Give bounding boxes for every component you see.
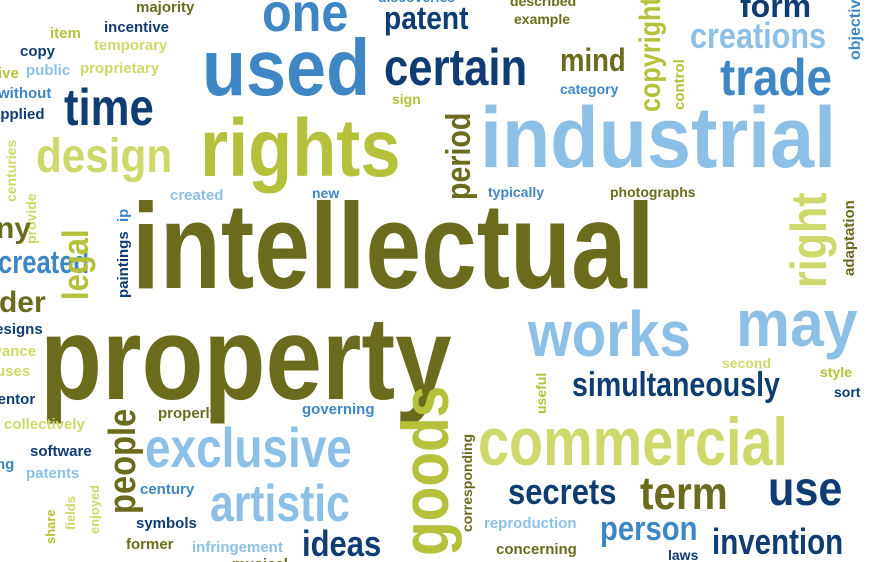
word-copy: copy bbox=[20, 43, 56, 60]
word-trade: trade bbox=[720, 49, 832, 107]
word-patent: patent bbox=[384, 0, 469, 36]
word-use: use bbox=[768, 463, 843, 516]
word-created: created bbox=[170, 187, 224, 204]
word-sign: sign bbox=[392, 91, 421, 107]
word-creations: creations bbox=[690, 15, 827, 56]
word-ny: ny bbox=[0, 212, 32, 245]
word-properly: properly bbox=[158, 405, 219, 422]
word-intellectual: intellectual bbox=[132, 178, 655, 314]
word-incentive: incentive bbox=[104, 19, 170, 36]
word-category: category bbox=[560, 81, 619, 97]
word-secrets: secrets bbox=[508, 471, 617, 512]
word-photographs: photographs bbox=[610, 184, 696, 200]
word-used: used bbox=[202, 23, 371, 112]
word-second: second bbox=[722, 355, 772, 371]
word-legal: legal bbox=[55, 229, 96, 300]
word-corresponding: corresponding bbox=[459, 433, 475, 532]
word-design: design bbox=[36, 130, 173, 183]
word-period: period bbox=[440, 112, 478, 200]
word-typically: typically bbox=[488, 184, 545, 200]
word-designs: designs bbox=[0, 321, 43, 338]
word-applied: applied bbox=[0, 106, 45, 123]
word-infringement: infringement bbox=[192, 539, 283, 556]
word-sort: sort bbox=[834, 384, 861, 400]
word-mind: mind bbox=[560, 42, 626, 78]
word-paintings: paintings bbox=[115, 231, 132, 298]
word-adaptation: adaptation bbox=[841, 200, 858, 276]
word-objective: objective bbox=[847, 0, 864, 60]
word-industrial: industrial bbox=[480, 90, 837, 186]
word-ng: ng bbox=[0, 456, 15, 473]
word-governing: governing bbox=[302, 401, 375, 418]
word-certain: certain bbox=[384, 39, 528, 97]
word-fields: fields bbox=[63, 496, 78, 530]
word-one: one bbox=[262, 0, 349, 43]
word-ip: ip bbox=[115, 208, 132, 222]
word-example: example bbox=[514, 11, 571, 27]
word-without: without bbox=[0, 85, 52, 102]
word-person: person bbox=[600, 510, 698, 548]
word-proprietary: proprietary bbox=[80, 60, 160, 77]
word-goods: goods bbox=[388, 385, 462, 556]
word-form: form bbox=[740, 0, 812, 24]
word-new: new bbox=[312, 185, 340, 201]
word-described: described bbox=[510, 0, 577, 9]
word-former: former bbox=[126, 536, 174, 553]
word-public: public bbox=[26, 62, 71, 79]
word-reproduction: reproduction bbox=[484, 515, 577, 532]
word-works: works bbox=[528, 298, 691, 370]
word-right: right bbox=[781, 192, 837, 288]
word-useful: useful bbox=[533, 372, 549, 414]
word-property: property bbox=[40, 293, 452, 425]
word-advance: advance bbox=[0, 343, 37, 360]
word-time: time bbox=[64, 79, 154, 137]
word-simultaneously: simultaneously bbox=[572, 366, 780, 404]
word-collectively: collectively bbox=[4, 416, 85, 433]
word-item: item bbox=[50, 25, 81, 42]
word-artistic: artistic bbox=[210, 475, 350, 533]
word-ive: ive bbox=[0, 65, 19, 82]
word-centuries: centuries bbox=[3, 139, 19, 202]
word-people: people bbox=[102, 408, 144, 514]
word-discoveries: discoveries bbox=[378, 0, 455, 4]
word-patents: patents bbox=[26, 465, 80, 482]
word-enjoyed: enjoyed bbox=[87, 484, 102, 534]
word-rights: rights bbox=[200, 103, 401, 194]
word-style: style bbox=[820, 364, 852, 380]
word-control: control bbox=[671, 59, 688, 110]
word-inventor: inventor bbox=[0, 391, 36, 408]
word-uses: uses bbox=[0, 363, 31, 380]
word-commercial: commercial bbox=[478, 404, 788, 480]
word-majority: majority bbox=[136, 0, 195, 16]
word-term: term bbox=[640, 467, 728, 519]
word-symbols: symbols bbox=[136, 515, 197, 532]
word-laws: laws bbox=[668, 547, 699, 562]
word-holder: holder bbox=[0, 286, 46, 319]
word-concerning: concerning bbox=[496, 541, 577, 558]
word-share: share bbox=[43, 509, 58, 544]
word-exclusive: exclusive bbox=[145, 416, 352, 479]
word-century: century bbox=[140, 481, 195, 498]
word-software: software bbox=[30, 443, 92, 460]
word-musical: musical bbox=[232, 557, 288, 562]
word-copyright: copyright bbox=[634, 0, 667, 113]
word-invention: invention bbox=[712, 521, 844, 562]
word-creations-small: created bbox=[0, 244, 90, 280]
word-may: may bbox=[736, 286, 858, 360]
word-temporary: temporary bbox=[94, 37, 168, 54]
word-ideas: ideas bbox=[302, 523, 382, 562]
